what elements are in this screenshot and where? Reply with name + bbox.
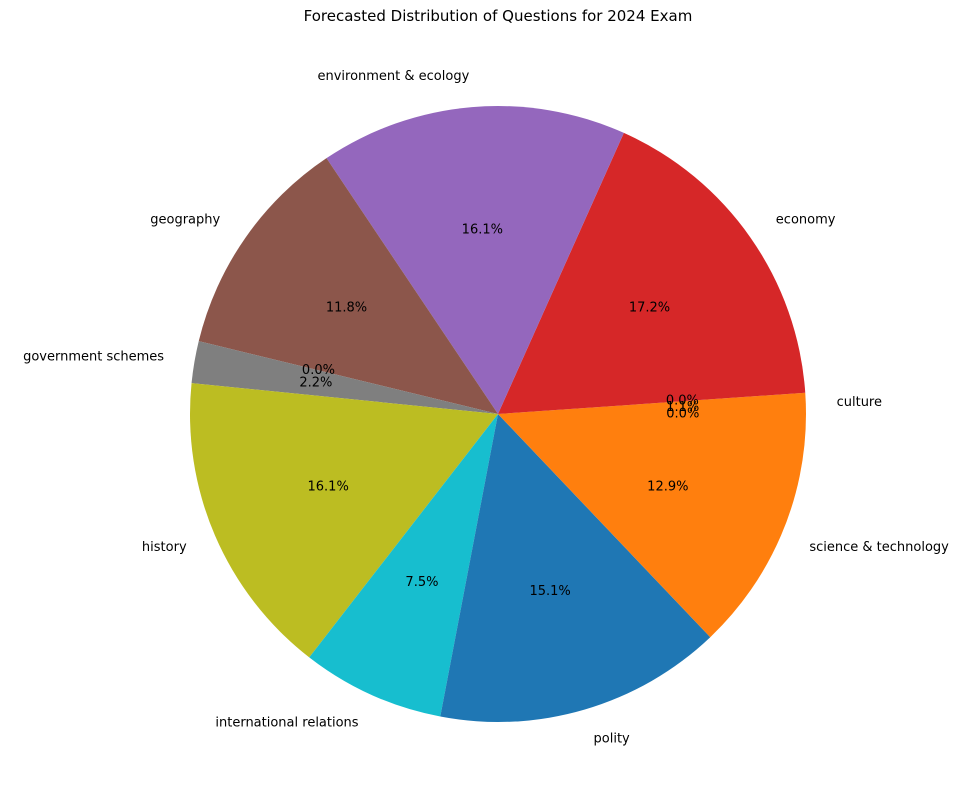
slice-label: history bbox=[142, 540, 187, 555]
slice-percent-label: 0.0% bbox=[666, 407, 699, 422]
slice-percent-label: 15.1% bbox=[529, 584, 570, 599]
pie-slice-government-schemes bbox=[191, 341, 498, 414]
slice-percent-label: 12.9% bbox=[647, 479, 688, 494]
pie-slice-polity bbox=[440, 414, 711, 722]
slice-label: economy bbox=[776, 213, 836, 228]
slice-percent-label: 16.1% bbox=[462, 222, 503, 237]
chart-title: Forecasted Distribution of Questions for… bbox=[304, 7, 693, 25]
slice-percent-label: 16.1% bbox=[308, 479, 349, 494]
pie-labels: culture economy environment & ecology geogr… bbox=[23, 69, 949, 747]
pie-percent-labels: 1.1%0.0%17.2%16.1%11.8%0.0%2.2%16.1%7.5%… bbox=[299, 222, 699, 598]
pie-slices bbox=[189, 106, 806, 722]
pie-slice-economy bbox=[498, 132, 806, 414]
slice-percent-label: 11.8% bbox=[326, 301, 367, 316]
slice-label: culture bbox=[837, 395, 882, 410]
slice-label: environment & ecology bbox=[317, 69, 469, 84]
slice-label: international relations bbox=[215, 715, 358, 730]
slice-percent-label: 7.5% bbox=[405, 575, 438, 590]
pie-slice-science-technology bbox=[498, 414, 806, 638]
slice-percent-label: 2.2% bbox=[299, 375, 332, 390]
slice-percent-label: 1.1% bbox=[666, 400, 699, 415]
slice-label: government schemes bbox=[23, 349, 164, 364]
pie-slice-history bbox=[189, 383, 498, 658]
slice-label: geography bbox=[150, 213, 220, 228]
slice-percent-label: 17.2% bbox=[629, 301, 670, 316]
pie-slice-culture bbox=[498, 392, 806, 414]
slice-label: science & technology bbox=[809, 540, 949, 555]
slice-percent-label: 0.0% bbox=[302, 363, 335, 378]
pie-slice-international-relations bbox=[309, 414, 498, 717]
pie-slice-geography bbox=[198, 158, 498, 414]
slice-percent-label: 0.0% bbox=[666, 394, 699, 409]
slice-label: polity bbox=[594, 732, 631, 747]
pie-slice-environment-ecology bbox=[326, 106, 624, 414]
